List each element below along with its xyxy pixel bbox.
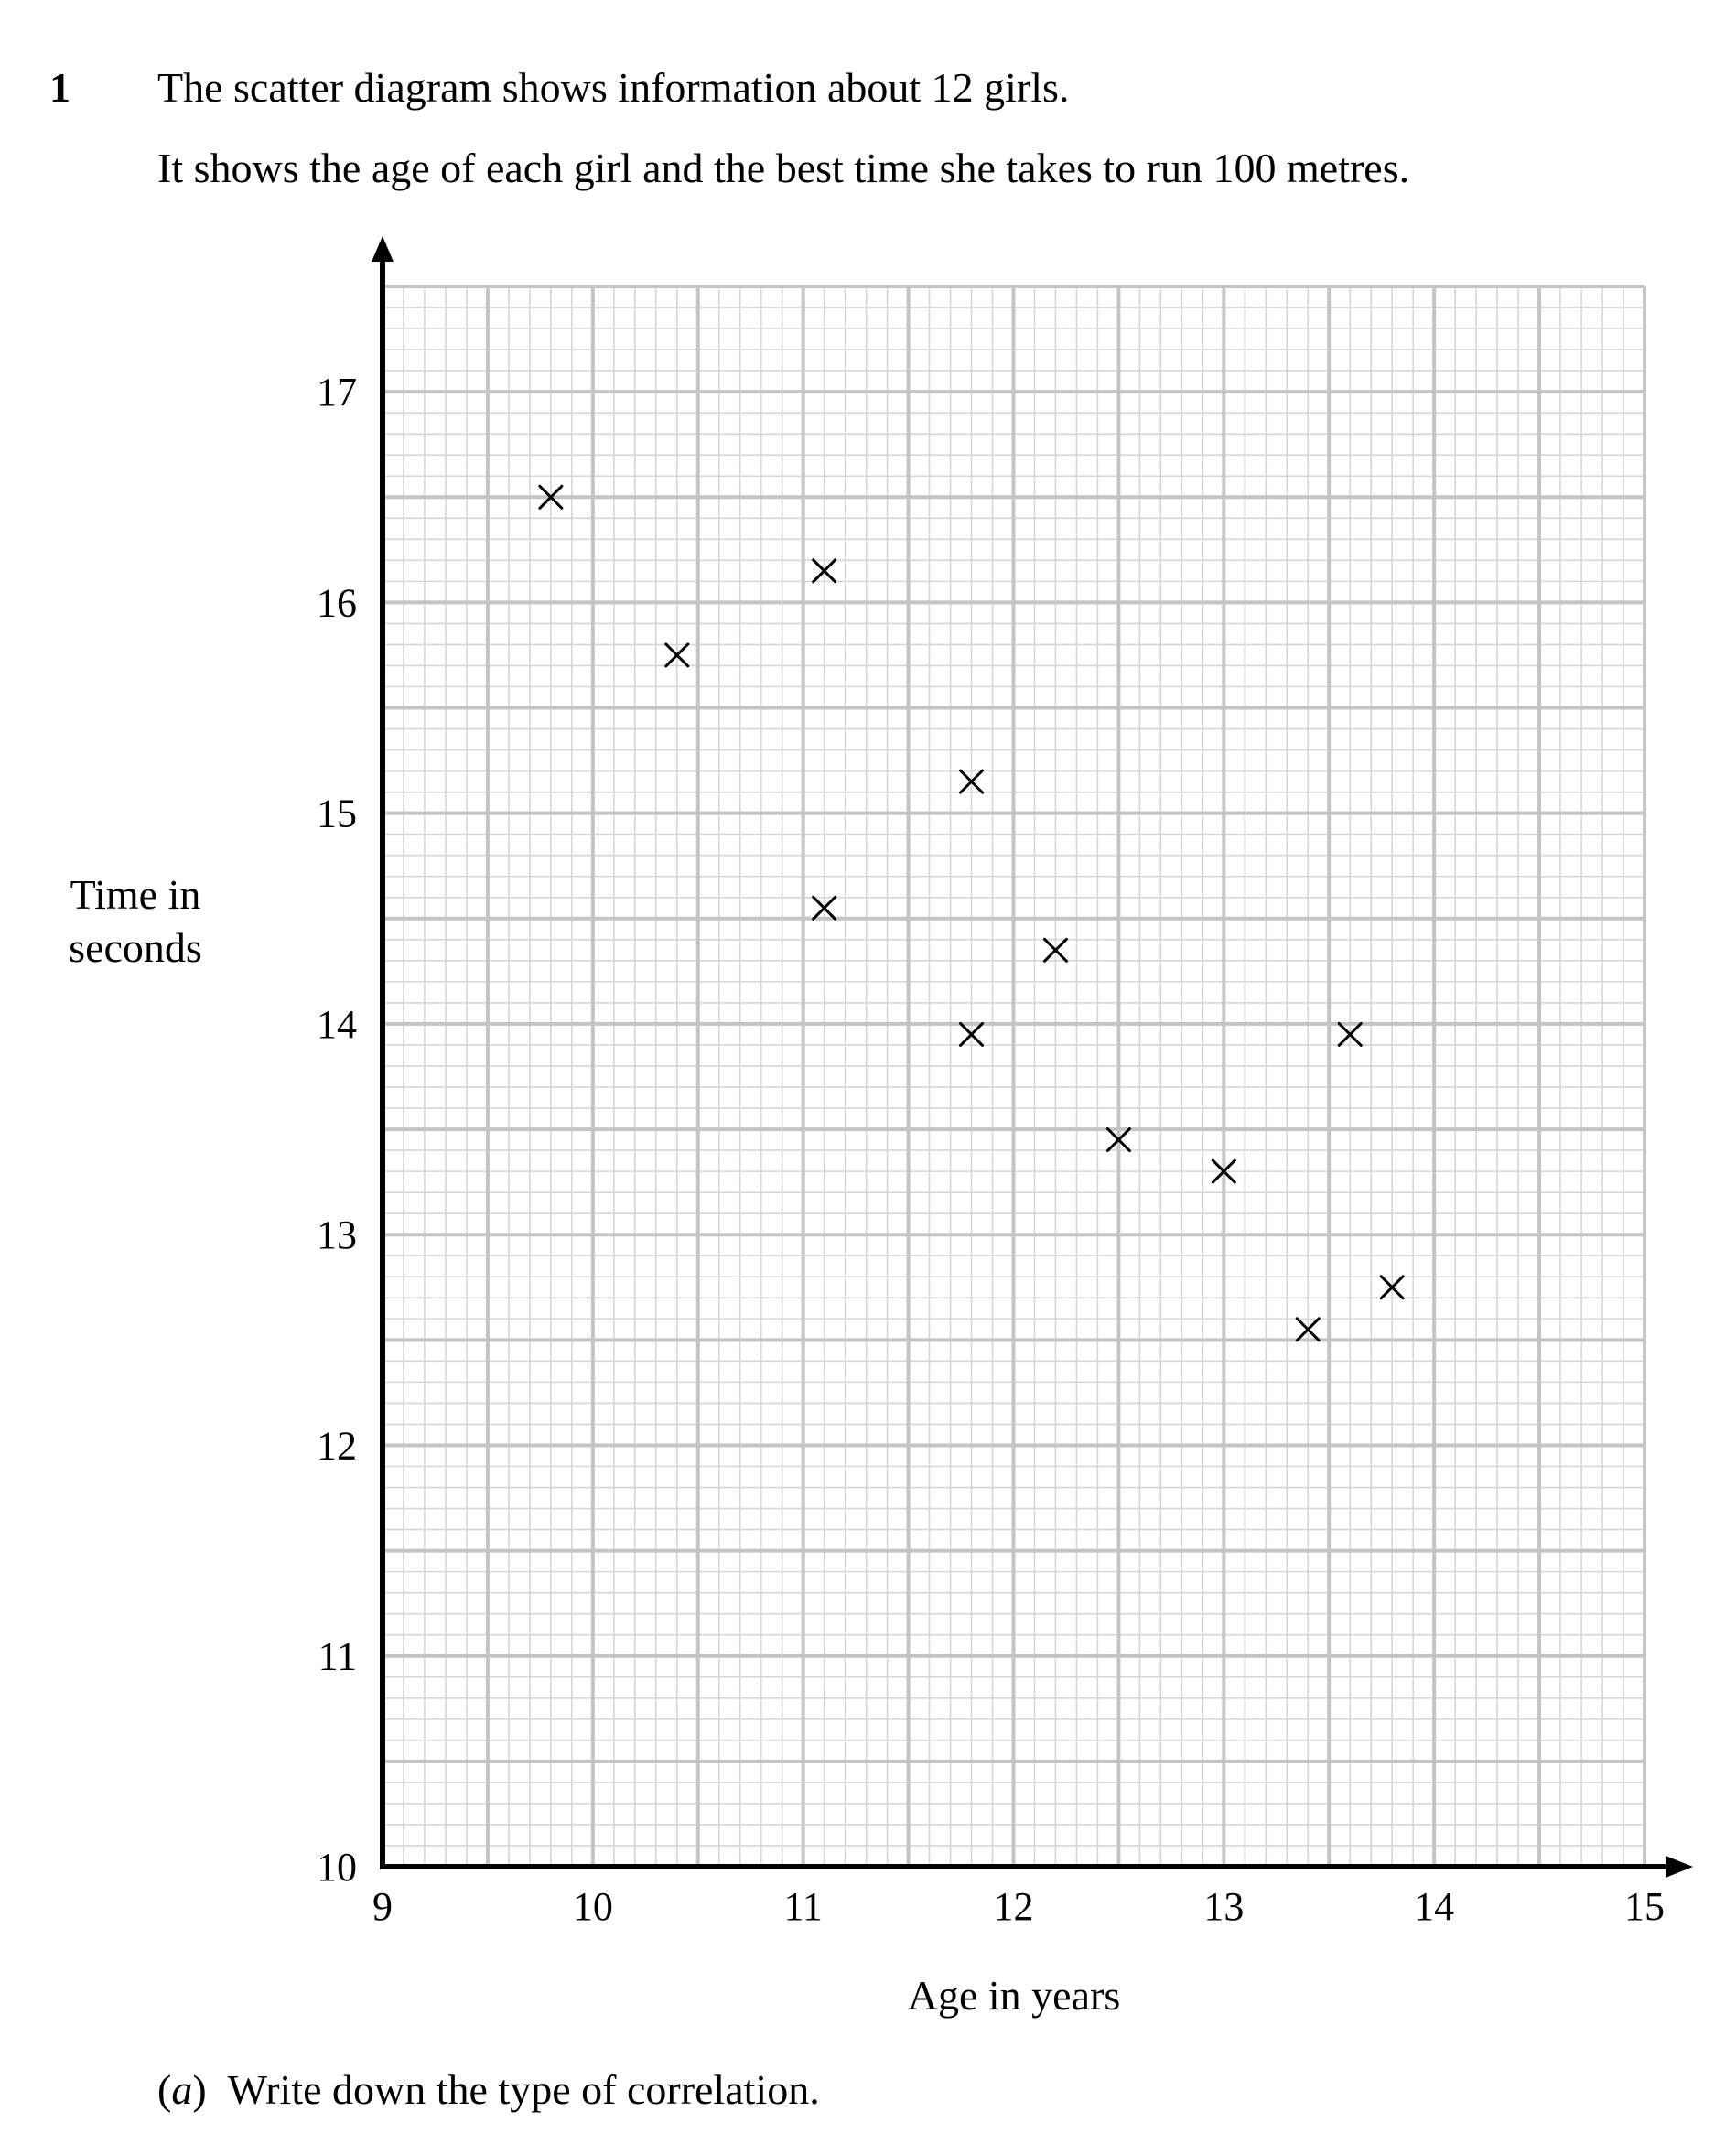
y-tick-label: 13: [317, 1212, 357, 1257]
y-axis-label-line-2: seconds: [69, 924, 202, 971]
data-points: [538, 484, 1405, 1342]
question-number: 1: [49, 64, 70, 111]
x-tick-label: 13: [1203, 1884, 1244, 1929]
grid-major-lines: [381, 285, 1646, 1869]
data-point-cross-icon: [1295, 1317, 1321, 1342]
data-point-cross-icon: [1379, 1275, 1405, 1300]
y-tick-label: 11: [318, 1634, 357, 1679]
y-tick-label: 15: [317, 792, 357, 836]
data-point-cross-icon: [1211, 1158, 1236, 1184]
x-axis-arrow-icon: [1666, 1856, 1693, 1878]
x-tick-label: 12: [994, 1884, 1034, 1929]
x-tick-label: 15: [1624, 1884, 1665, 1929]
intro-line-1: The scatter diagram shows information ab…: [157, 64, 1070, 111]
intro-line-2: It shows the age of each girl and the be…: [157, 145, 1410, 191]
y-tick-label: 17: [317, 370, 357, 415]
data-point-cross-icon: [664, 642, 690, 668]
x-tick-labels: 9 10 11 12 13 14 15: [372, 1884, 1665, 1929]
y-tick-label: 14: [317, 1002, 357, 1047]
part-a-question: (a) Write down the type of correlation.: [157, 2061, 820, 2119]
x-tick-label: 10: [573, 1884, 613, 1929]
part-a-text: Write down the type of correlation.: [227, 2066, 820, 2113]
data-point-cross-icon: [1105, 1127, 1131, 1153]
data-point-cross-icon: [1337, 1021, 1363, 1047]
axes: [372, 236, 1693, 1878]
y-tick-label: 10: [317, 1845, 357, 1890]
x-tick-label: 11: [783, 1884, 822, 1929]
part-a-paren-open: (: [157, 2066, 172, 2113]
part-a-paren-close: ): [192, 2066, 207, 2113]
data-point-cross-icon: [959, 1021, 985, 1047]
data-point-cross-icon: [812, 895, 837, 921]
y-tick-label: 16: [317, 580, 357, 625]
data-point-cross-icon: [538, 484, 564, 510]
data-point-cross-icon: [812, 558, 837, 584]
x-tick-label: 9: [372, 1884, 393, 1929]
part-a-letter: a: [171, 2066, 193, 2113]
y-axis-label-line-1: Time in: [70, 871, 201, 918]
data-point-cross-icon: [1042, 937, 1068, 963]
y-tick-label: 12: [317, 1423, 357, 1468]
y-tick-labels: 10 11 12 13 14 15 16 17: [317, 370, 357, 1890]
data-point-cross-icon: [959, 769, 985, 794]
y-axis-arrow-icon: [372, 236, 394, 262]
x-axis-label: Age in years: [908, 1972, 1120, 2019]
x-tick-label: 14: [1414, 1884, 1454, 1929]
